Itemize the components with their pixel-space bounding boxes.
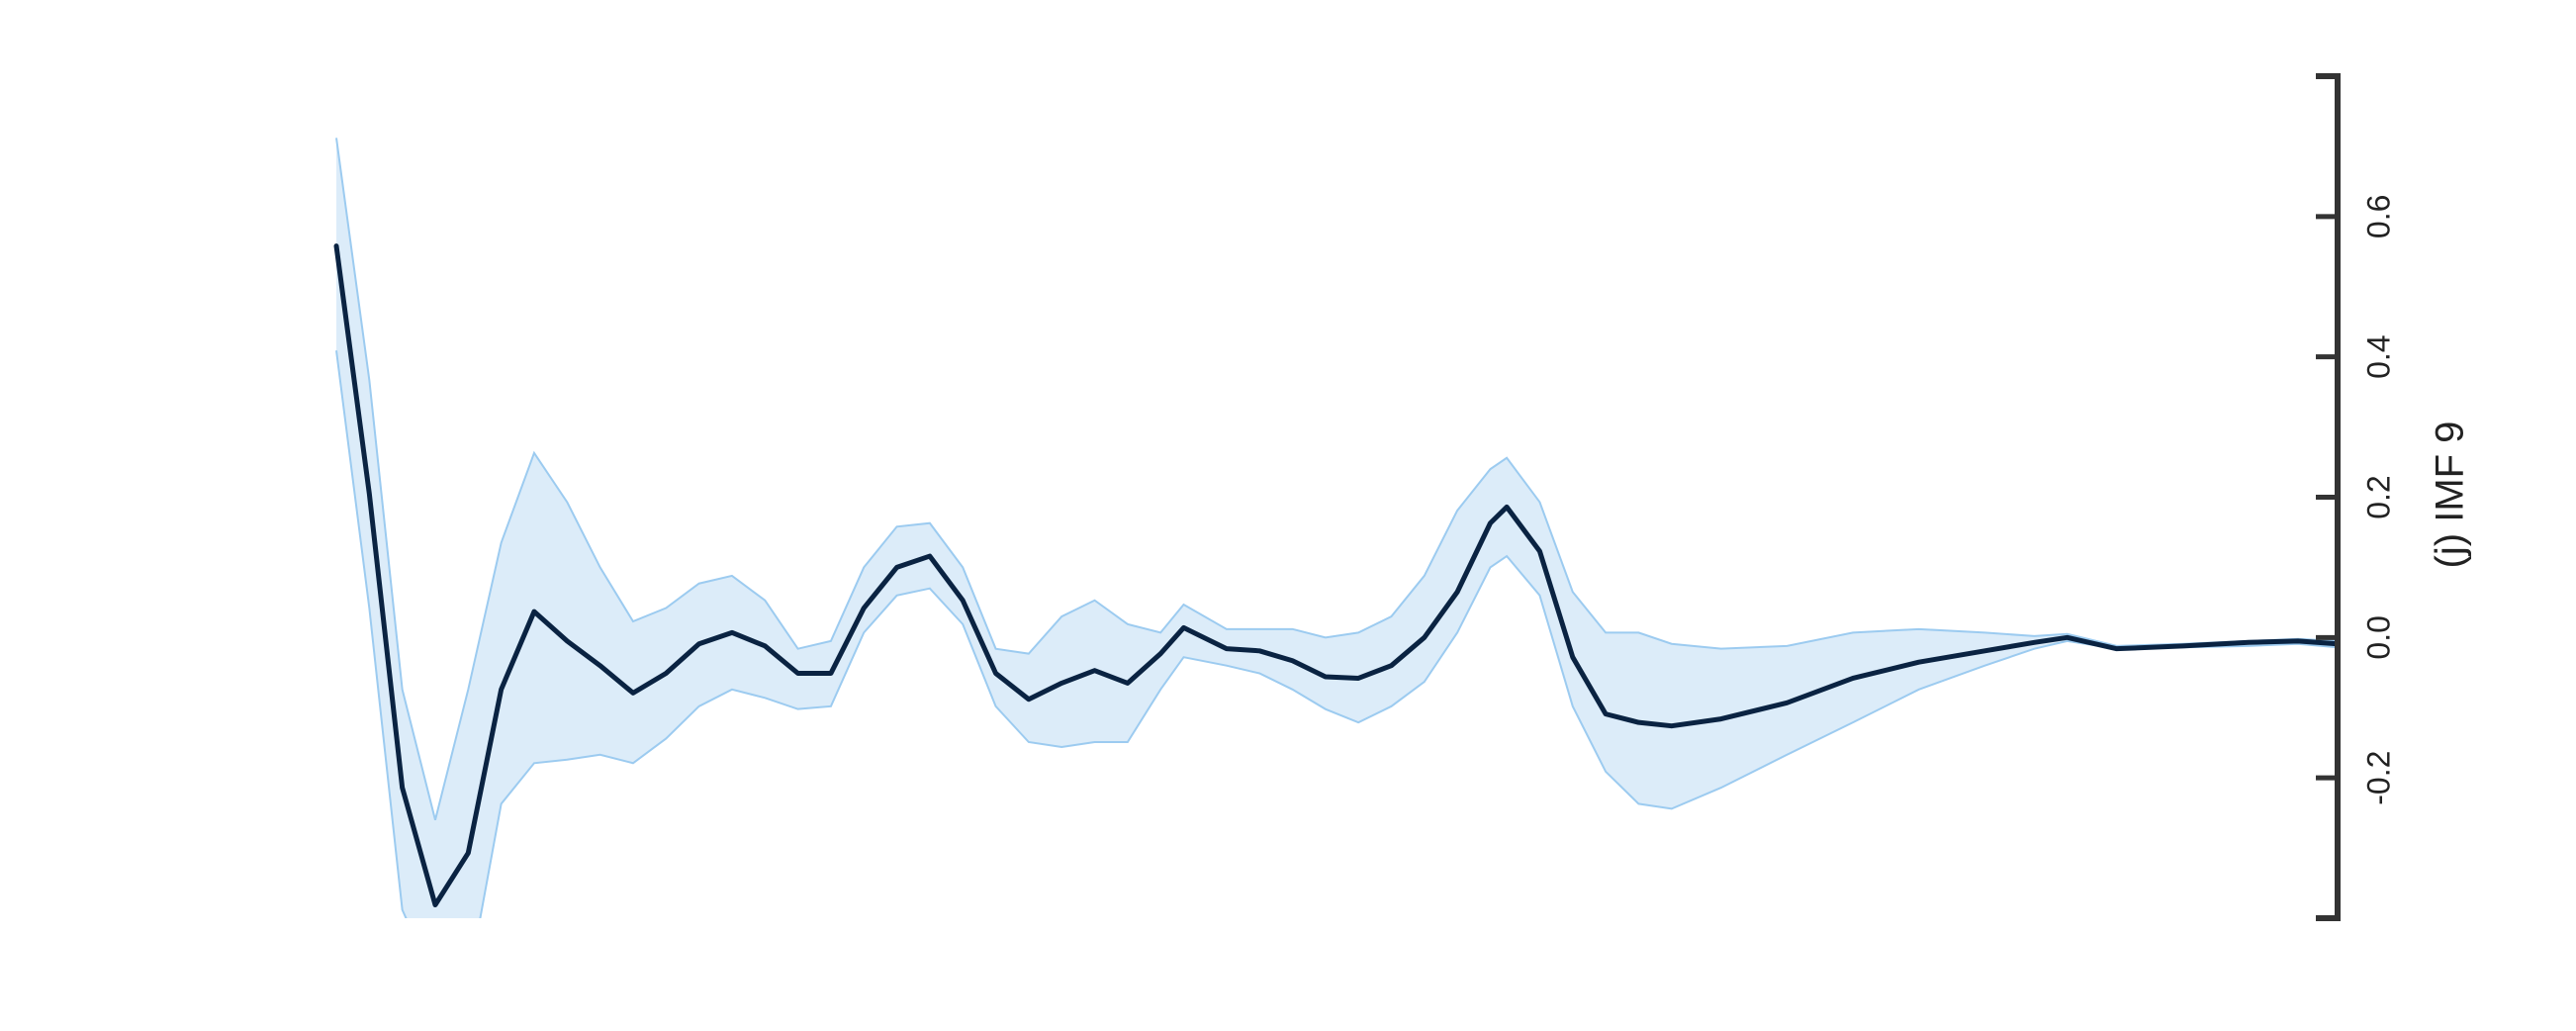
plot-area [333,138,2341,918]
confidence-band [336,138,2338,918]
y-tick-label: 0.2 [2360,475,2396,518]
y-tick-label: 0.4 [2360,334,2396,378]
y-tick-label: -0.2 [2360,751,2396,805]
band-edge [335,350,2339,918]
y-tick-label: 0.0 [2360,615,2396,659]
y-tick-label: 0.6 [2360,195,2396,238]
band-edge [335,138,2339,820]
line [333,243,2341,908]
y-axis-label: (j) IMF 9 [2429,422,2472,569]
